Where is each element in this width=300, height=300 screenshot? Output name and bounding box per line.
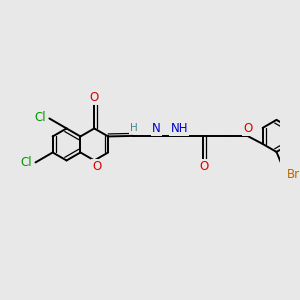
- Text: NH: NH: [170, 122, 188, 135]
- Text: N: N: [152, 122, 161, 135]
- Text: O: O: [90, 92, 99, 104]
- Text: H: H: [130, 123, 137, 133]
- Text: O: O: [243, 122, 253, 135]
- Text: Br: Br: [287, 168, 300, 181]
- Text: Cl: Cl: [35, 111, 46, 124]
- Text: O: O: [199, 160, 208, 173]
- Text: Cl: Cl: [21, 157, 32, 169]
- Text: O: O: [92, 160, 102, 173]
